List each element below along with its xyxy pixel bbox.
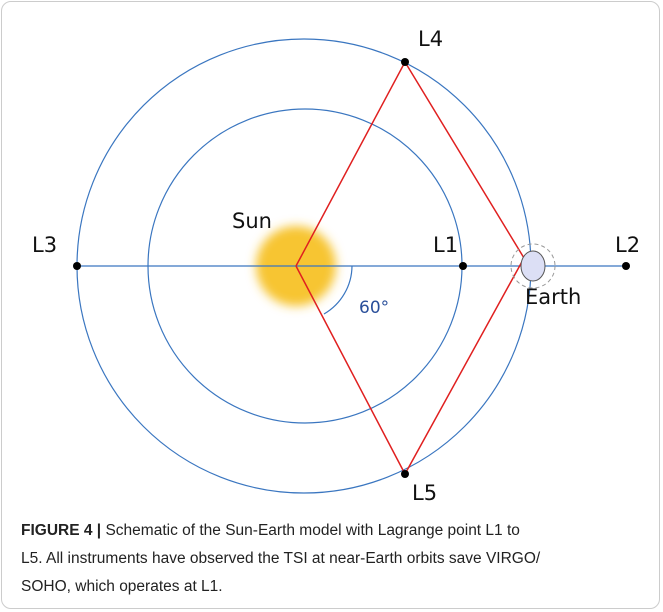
angle-label: 60° (359, 298, 389, 318)
l2-point (622, 262, 630, 270)
sun-label: Sun (232, 209, 272, 233)
l4-label: L4 (418, 27, 443, 51)
caption-line: Schematic of the Sun-Earth model with La… (105, 522, 520, 539)
caption-label: FIGURE 4 | (21, 522, 102, 539)
l4-point (401, 58, 409, 66)
earth (520, 250, 546, 282)
l3-label: L3 (32, 233, 57, 257)
caption-line: SOHO, which operates at L1. (21, 578, 223, 595)
caption-line: L5. All instruments have observed the TS… (21, 550, 541, 567)
earth-orbit-ring (510, 243, 556, 289)
l5-label: L5 (412, 481, 437, 505)
l1-label: L1 (433, 233, 458, 257)
earth-label: Earth (525, 285, 581, 309)
angle-arc (323, 265, 353, 315)
l5-point (401, 470, 409, 478)
l2-label: L2 (615, 233, 640, 257)
l1-point (459, 262, 467, 270)
l3-point (73, 262, 81, 270)
caption: FIGURE 4 | Schematic of the Sun-Earth mo… (21, 517, 651, 601)
